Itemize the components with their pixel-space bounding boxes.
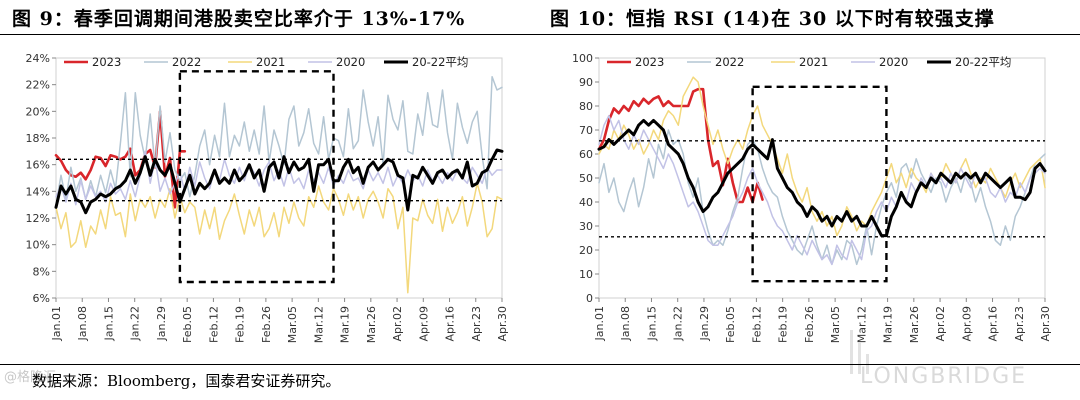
left-y-tick-label: 8% [33,265,50,278]
right-series-line-1 [598,129,1046,266]
right-x-tick-label: Apr.02 [934,306,947,342]
left-series-line-3 [55,150,503,206]
right-legend-label-1: 2022 [715,55,744,69]
left-x-tick-label: Apr.30 [496,306,509,342]
right-y-tick-label: 0 [586,292,593,305]
left-x-tick-label: Mar.26 [365,306,378,343]
left-y-tick-label: 24% [26,52,50,65]
right-y-tick-label: 10 [579,268,593,281]
short-selling-ratio-plot: 6% 8% 10% 12% 14% 16% 18% 20% 22% 24% Jan.01 Jan.08… [26,52,509,343]
right-x-tick-label: Mar.19 [882,306,895,343]
right-legend-label-3: 2020 [879,55,908,69]
left-legend-label-1: 2022 [172,55,201,69]
left-x-tick-label: Mar.12 [312,306,325,343]
left-x-tick-label: Feb.19 [234,306,247,343]
left-x-tick-label: Apr.09 [417,306,430,342]
left-series-line-4 [54,148,504,215]
left-series-line-1 [55,75,503,206]
right-legend-label-2: 2021 [799,55,828,69]
chart-title-right: 图 10：恒指 RSI (14)在 30 以下时有较强支撑 [550,8,995,30]
left-y-tick-label: 20% [26,105,50,118]
right-series-line-2 [598,76,1046,237]
right-x-tick-label: Apr.09 [960,306,973,342]
source-note: 数据来源：Bloomberg，国泰君安证券研究。 [32,372,341,390]
left-y-tick-label: 10% [26,239,50,252]
chart-title-left: 图 9：春季回调期间港股卖空比率介于 13%-17% [12,8,466,30]
left-x-tick-label: Jan.15 [102,306,115,341]
right-highlight-box [751,85,888,283]
left-y-tick-label: 22% [26,79,50,92]
left-y-tick-label: 14% [26,185,50,198]
short-selling-ratio-chart: 6% 8% 10% 12% 14% 16% 18% 20% 22% 24% Jan.01 Jan.08… [2,40,527,362]
left-x-tick-label: Jan.29 [155,306,168,341]
right-y-tick-label: 80 [579,100,593,113]
left-x-tick-label: Mar.19 [339,306,352,343]
left-plot-frame [55,57,503,299]
right-x-tick-label: Feb.19 [777,306,790,343]
right-series-line-4 [597,118,1047,238]
right-x-tick-label: Feb.12 [750,306,763,343]
left-x-tick-label: Jan.08 [76,306,89,341]
right-x-tick-label: Jan.22 [672,306,685,341]
left-series-line-2 [55,182,503,294]
left-y-tick-label: 12% [26,212,50,225]
left-x-tick-label: Apr.02 [391,306,404,342]
right-y-tick-label: 30 [579,220,593,233]
left-x-tick-label: Feb.26 [260,306,273,343]
left-y-tick-label: 16% [26,159,50,172]
source-rule [0,364,1080,365]
right-y-tick-label: 100 [572,52,593,65]
right-x-tick-label: Apr.30 [1039,306,1052,342]
left-legend-label-0: 2023 [92,55,121,69]
watermark-right: LONGBRIDGE [860,364,1028,389]
right-x-tick-label: Apr.16 [987,306,1000,342]
left-x-tick-label: Jan.01 [50,306,63,341]
right-x-tick-label: Jan.15 [645,306,658,341]
right-x-tick-label: Apr.23 [1013,306,1026,342]
right-x-tick-label: Feb.05 [724,306,737,343]
hsi-rsi-plot: 0 10 20 30 40 50 60 70 80 90 100 Jan.01 Jan.08 Jan.15… [572,52,1052,343]
left-y-tick-label: 18% [26,132,50,145]
title-rule [0,34,1080,35]
right-y-tick-label: 70 [579,124,593,137]
right-y-tick-label: 90 [579,76,593,89]
left-y-tick-label: 6% [33,292,50,305]
left-legend-label-4: 20-22平均 [412,55,468,69]
left-x-tick-label: Apr.16 [444,306,457,342]
right-x-tick-label: Mar.12 [855,306,868,343]
right-y-tick-label: 40 [579,196,593,209]
left-x-tick-label: Jan.22 [129,306,142,341]
right-x-tick-label: Jan.01 [593,306,606,341]
left-x-tick-label: Feb.05 [181,306,194,343]
right-x-tick-label: Jan.29 [698,306,711,341]
left-x-tick-label: Feb.12 [207,306,220,343]
right-x-tick-label: Mar.26 [908,306,921,343]
right-legend-label-0: 2023 [635,55,664,69]
right-y-tick-label: 50 [579,172,593,185]
left-x-tick-label: Apr.23 [470,306,483,342]
left-x-tick-label: Mar.05 [286,306,299,343]
right-y-tick-label: 60 [579,148,593,161]
left-legend-label-3: 2020 [336,55,365,69]
left-highlight-box [178,70,335,284]
watermark-left: @格隆汇 [4,370,57,385]
right-x-tick-label: Feb.26 [803,306,816,343]
hsi-rsi-chart: 0 10 20 30 40 50 60 70 80 90 100 Jan.01 Jan.08 Jan.15… [545,40,1070,362]
left-legend-label-2: 2021 [256,55,285,69]
right-legend-label-4: 20-22平均 [955,55,1011,69]
right-series-line-3 [598,114,1046,266]
right-series-line-0 [597,87,764,204]
right-x-tick-label: Mar.05 [829,306,842,343]
right-y-tick-label: 20 [579,244,593,257]
right-x-tick-label: Jan.08 [619,306,632,341]
left-series-line-0 [54,110,187,209]
